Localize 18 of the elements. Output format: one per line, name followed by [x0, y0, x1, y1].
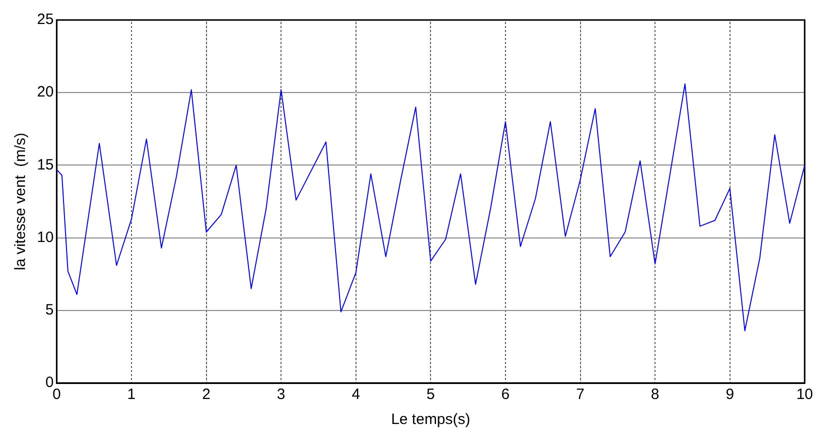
x-tick-label: 5: [426, 386, 435, 404]
y-tick-label: 15: [36, 156, 54, 174]
x-tick-label: 9: [726, 386, 734, 404]
y-tick-label: 10: [36, 228, 54, 246]
y-tick-label: 20: [36, 84, 54, 101]
x-tick-label: 4: [352, 386, 360, 404]
x-tick-label: 10: [796, 386, 813, 404]
x-tick-label: 3: [276, 386, 286, 404]
y-axis-title: la vitesse vent (m/s): [12, 132, 30, 270]
x-tick-label: 6: [501, 386, 510, 404]
y-tick-label: 0: [45, 374, 54, 392]
x-tick-label: 1: [127, 386, 136, 404]
x-tick-label: 2: [202, 386, 210, 404]
y-tick-label: 5: [45, 302, 54, 319]
x-tick-label: 8: [650, 386, 660, 404]
x-axis-title: Le temps(s): [391, 411, 470, 428]
y-tick-label: 25: [36, 11, 54, 28]
x-tick-label: 7: [576, 386, 584, 404]
